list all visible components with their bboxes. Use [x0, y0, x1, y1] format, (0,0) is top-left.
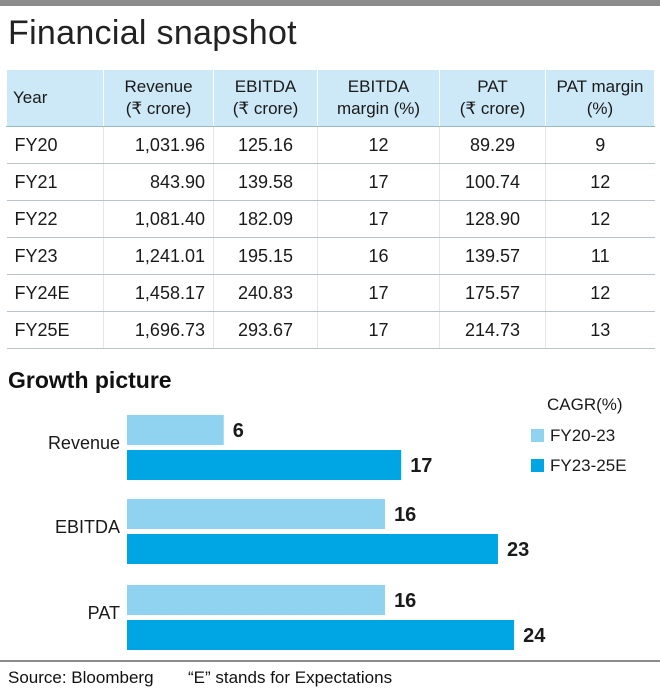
cell-year: FY20	[6, 126, 104, 164]
cell-year: FY22	[6, 200, 104, 238]
growth-bar-chart: Revenue 6 17 EBITDA 16 23 PAT 16 24 CAGR(%) FY20-2…	[48, 395, 627, 650]
bar-pat-fy23-25e	[127, 620, 515, 650]
category-label-pat: PAT	[88, 603, 120, 623]
cell-revenue: 1,241.01	[103, 237, 214, 275]
legend-label-fy20-23: FY20-23	[550, 426, 615, 445]
data-label-revenue-fy20-23: 6	[233, 420, 244, 442]
cell-pat: 100.74	[439, 163, 546, 201]
legend-swatch-fy23-25e	[531, 459, 544, 472]
cell-ebitda-margin: 12	[317, 126, 440, 164]
cell-revenue: 1,031.96	[103, 126, 214, 164]
table-row: FY21 843.90 139.58 17 100.74 12	[6, 163, 655, 201]
footer-rule	[0, 660, 660, 662]
cell-revenue: 1,458.17	[103, 274, 214, 312]
cell-ebitda: 182.09	[213, 200, 318, 238]
cell-year: FY24E	[6, 274, 104, 312]
data-label-revenue-fy23-25e: 17	[410, 455, 432, 477]
bar-pat-fy20-23	[127, 585, 386, 615]
table-row: FY25E 1,696.73 293.67 17 214.73 13	[6, 311, 655, 349]
cell-ebitda: 195.15	[213, 237, 318, 275]
cell-pat-margin: 13	[545, 311, 655, 349]
cell-ebitda-margin: 17	[317, 274, 440, 312]
cell-pat: 89.29	[439, 126, 546, 164]
bar-ebitda-fy23-25e	[127, 534, 498, 564]
cell-revenue: 1,696.73	[103, 311, 214, 349]
bar-revenue-fy20-23	[127, 415, 224, 445]
header-ebitda: EBITDA (₹ crore)	[213, 69, 318, 127]
cell-revenue: 843.90	[103, 163, 214, 201]
cell-pat: 175.57	[439, 274, 546, 312]
cell-ebitda: 125.16	[213, 126, 318, 164]
page-title: Financial snapshot	[8, 14, 297, 52]
data-label-pat-fy23-25e: 24	[523, 625, 546, 647]
cell-pat-margin: 12	[545, 200, 655, 238]
table-row: FY24E 1,458.17 240.83 17 175.57 12	[6, 274, 655, 312]
header-year: Year	[6, 69, 104, 127]
table-row: FY22 1,081.40 182.09 17 128.90 12	[6, 200, 655, 238]
cell-revenue: 1,081.40	[103, 200, 214, 238]
table-row: FY20 1,031.96 125.16 12 89.29 9	[6, 126, 655, 164]
cell-pat-margin: 9	[545, 126, 655, 164]
source-note: Source: Bloomberg	[8, 668, 154, 687]
cell-pat-margin: 11	[545, 237, 655, 275]
cell-pat-margin: 12	[545, 163, 655, 201]
cell-year: FY21	[6, 163, 104, 201]
financial-table: Year Revenue (₹ crore) EBITDA (₹ crore) …	[6, 69, 655, 349]
legend-title: CAGR(%)	[547, 395, 623, 414]
data-label-pat-fy20-23: 16	[394, 590, 416, 612]
chart-title: Growth picture	[8, 367, 172, 393]
cell-pat: 139.57	[439, 237, 546, 275]
bar-revenue-fy23-25e	[127, 450, 402, 480]
cell-ebitda-margin: 17	[317, 311, 440, 349]
category-label-revenue: Revenue	[48, 433, 120, 453]
cell-pat: 128.90	[439, 200, 546, 238]
cell-ebitda-margin: 17	[317, 163, 440, 201]
cell-ebitda: 293.67	[213, 311, 318, 349]
table-header-row: Year Revenue (₹ crore) EBITDA (₹ crore) …	[6, 69, 655, 127]
cell-ebitda: 240.83	[213, 274, 318, 312]
legend-label-fy23-25e: FY23-25E	[550, 456, 627, 475]
header-pat-margin: PAT margin (%)	[545, 69, 655, 127]
cell-ebitda: 139.58	[213, 163, 318, 201]
cell-ebitda-margin: 17	[317, 200, 440, 238]
table-row: FY23 1,241.01 195.15 16 139.57 11	[6, 237, 655, 275]
header-ebitda-margin: EBITDA margin (%)	[317, 69, 440, 127]
cell-year: FY25E	[6, 311, 104, 349]
header-revenue: Revenue (₹ crore)	[103, 69, 214, 127]
top-rule	[0, 0, 660, 6]
header-pat: PAT (₹ crore)	[439, 69, 546, 127]
category-label-ebitda: EBITDA	[55, 517, 120, 537]
cell-year: FY23	[6, 237, 104, 275]
cell-ebitda-margin: 16	[317, 237, 440, 275]
cell-pat: 214.73	[439, 311, 546, 349]
data-label-ebitda-fy20-23: 16	[394, 504, 416, 526]
expectations-note: “E” stands for Expectations	[188, 668, 393, 687]
legend-swatch-fy20-23	[531, 429, 544, 442]
bar-ebitda-fy20-23	[127, 499, 386, 529]
data-label-ebitda-fy23-25e: 23	[507, 539, 529, 561]
cell-pat-margin: 12	[545, 274, 655, 312]
